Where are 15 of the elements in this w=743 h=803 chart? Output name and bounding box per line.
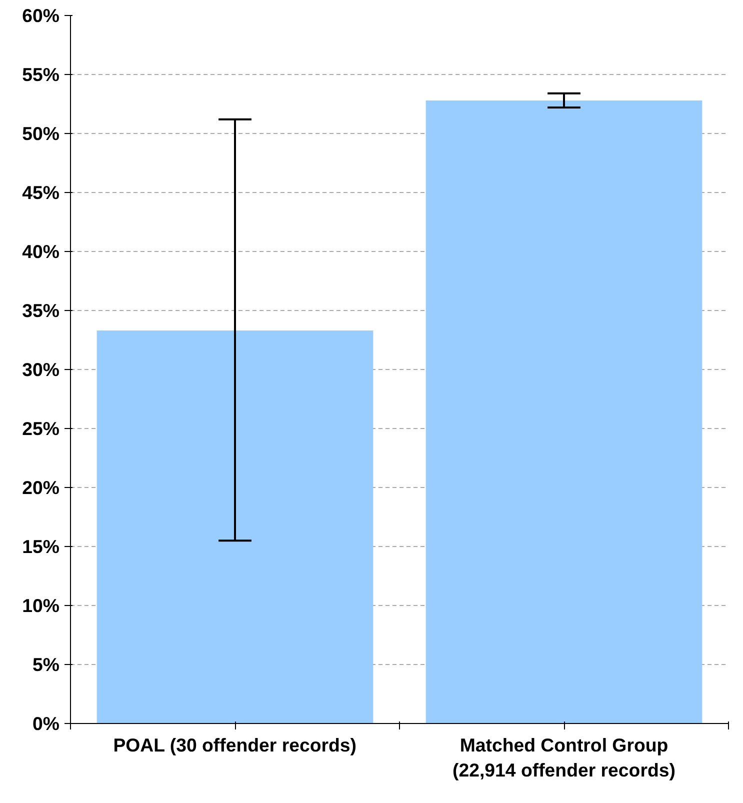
y-tick-label: 55%	[22, 64, 60, 85]
y-tick-label: 15%	[22, 536, 60, 557]
y-tick-label: 5%	[32, 654, 60, 675]
y-tick-label: 20%	[22, 477, 60, 498]
y-tick-label: 50%	[22, 123, 60, 144]
y-tick-label: 10%	[22, 595, 60, 616]
y-tick-label: 40%	[22, 241, 60, 262]
y-tick-label: 25%	[22, 418, 60, 439]
y-tick-label: 35%	[22, 300, 60, 321]
y-tick-label: 60%	[22, 5, 60, 26]
x-tick-label: Matched Control Group (22,914 offender records)	[452, 734, 676, 781]
y-tick-label: 45%	[22, 182, 60, 203]
x-tick-label: POAL (30 offender records)	[113, 734, 356, 756]
y-tick-label: 30%	[22, 359, 60, 380]
y-tick-label: 0%	[32, 713, 60, 734]
